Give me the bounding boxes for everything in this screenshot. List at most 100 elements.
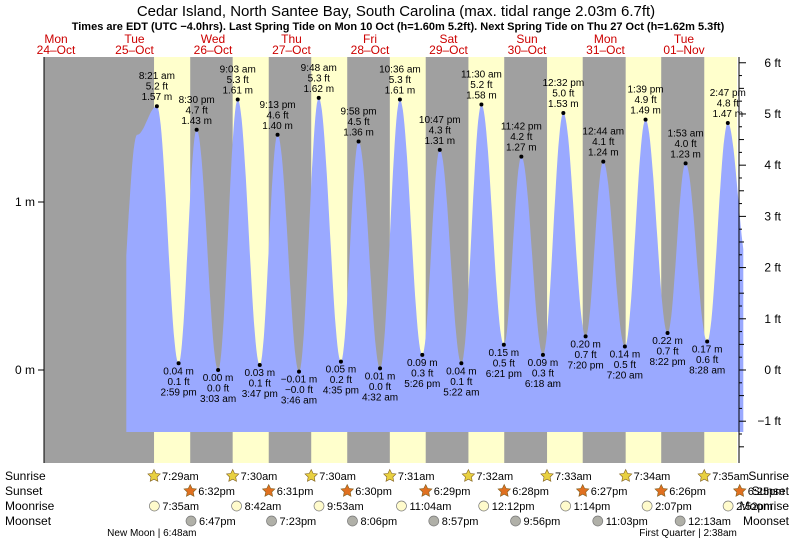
low-tide-marker xyxy=(378,366,383,371)
right-axis-tick-label: 4 ft xyxy=(764,158,781,172)
sunset-icon xyxy=(261,483,276,497)
day-date-label: 26–Oct xyxy=(194,43,233,57)
high-tide-feet: 5.3 ft xyxy=(389,75,411,86)
moonset-icon xyxy=(266,515,277,527)
moonrise-time: 9:53am xyxy=(327,501,364,513)
row-label-right: Sunrise xyxy=(748,469,789,483)
moonset-time: 11:03pm xyxy=(606,516,648,528)
low-tide-time: 6:21 pm xyxy=(486,369,522,380)
right-axis-tick-label: 0 ft xyxy=(764,363,781,377)
low-tide-marker xyxy=(297,369,302,374)
low-tide-feet: 0.3 ft xyxy=(532,368,554,379)
left-axis-tick-label: 0 m xyxy=(15,363,35,377)
high-tide-marker xyxy=(275,132,280,137)
moonrise-time: 2:07pm xyxy=(655,501,692,513)
high-tide-metres: 1.58 m xyxy=(466,91,497,102)
high-tide-time: 9:03 am xyxy=(220,65,256,76)
row-label-left: Moonrise xyxy=(5,499,55,513)
low-tide-metres: −0.01 m xyxy=(281,375,317,386)
right-axis-tick-label: 2 ft xyxy=(764,261,781,275)
high-tide-feet: 5.2 ft xyxy=(470,80,492,91)
high-tide-feet: 4.8 ft xyxy=(717,99,739,110)
sunrise-time: 7:30am xyxy=(319,471,356,483)
right-axis-tick-label: 5 ft xyxy=(764,107,781,121)
low-tide-feet: 0.1 ft xyxy=(167,377,189,388)
moonrise-time: 8:42am xyxy=(245,501,282,513)
low-tide-feet: −0.0 ft xyxy=(285,385,313,396)
high-tide-time: 12:32 pm xyxy=(542,78,584,89)
sunrise-time: 7:30am xyxy=(241,471,278,483)
low-tide-feet: 0.5 ft xyxy=(614,360,636,371)
sunset-time: 6:27pm xyxy=(591,486,628,498)
sunset-icon xyxy=(575,483,590,497)
moon-phase-label: First Quarter | 2:38am xyxy=(639,528,737,539)
low-tide-time: 7:20 pm xyxy=(568,360,604,371)
sunrise-time: 7:35am xyxy=(712,471,749,483)
day-date-label: 30–Oct xyxy=(508,43,547,57)
moonset-icon xyxy=(185,515,197,527)
day-date-label: 25–Oct xyxy=(115,43,154,57)
moonset-icon xyxy=(674,515,686,527)
high-tide-feet: 4.7 ft xyxy=(186,105,208,116)
high-tide-metres: 1.53 m xyxy=(548,99,579,110)
high-tide-time: 9:48 am xyxy=(301,63,337,74)
high-tide-time: 10:36 am xyxy=(379,65,421,76)
low-tide-metres: 0.09 m xyxy=(407,358,438,369)
low-tide-feet: 0.7 ft xyxy=(656,347,678,358)
tide-curve-layer xyxy=(126,97,744,433)
day-weekday-label: Wed xyxy=(201,32,225,46)
high-tide-marker xyxy=(561,110,566,115)
moonrise-time: 11:04am xyxy=(409,501,451,513)
high-tide-time: 11:30 am xyxy=(461,70,502,81)
low-tide-time: 3:47 pm xyxy=(242,389,278,400)
high-tide-metres: 1.36 m xyxy=(343,128,374,139)
sunrise-icon xyxy=(304,468,319,482)
high-tide-time: 12:44 am xyxy=(582,127,624,138)
high-tide-feet: 5.0 ft xyxy=(552,88,574,99)
low-tide-time: 3:46 am xyxy=(281,396,317,407)
tide-curve xyxy=(126,97,744,433)
sunset-icon xyxy=(340,483,355,497)
right-axis-tick-label: 1 ft xyxy=(764,312,781,326)
high-tide-marker xyxy=(154,104,159,109)
day-date-label: 28–Oct xyxy=(351,43,390,57)
moonrise-time: 7:35am xyxy=(162,501,199,513)
low-tide-metres: 0.09 m xyxy=(528,358,559,369)
day-weekday-label: Fri xyxy=(363,32,377,46)
high-tide-marker xyxy=(356,139,361,144)
day-date-label: 29–Oct xyxy=(429,43,468,57)
low-tide-feet: 0.1 ft xyxy=(450,377,472,388)
day-weekday-label: Thu xyxy=(281,32,302,46)
low-tide-marker xyxy=(501,342,506,347)
high-tide-metres: 1.31 m xyxy=(424,136,455,147)
moonset-time: 7:23pm xyxy=(280,516,317,528)
day-weekday-label: Tue xyxy=(674,32,695,46)
sunrise-time: 7:32am xyxy=(476,471,513,483)
sunset-time: 6:31pm xyxy=(277,486,314,498)
moonrise-time: 12:12pm xyxy=(492,501,535,513)
low-tide-metres: 0.20 m xyxy=(570,339,601,350)
low-tide-marker xyxy=(665,331,670,336)
low-tide-time: 8:22 pm xyxy=(649,357,685,368)
sunrise-time: 7:29am xyxy=(162,471,199,483)
high-tide-metres: 1.49 m xyxy=(630,106,661,117)
sunrise-time: 7:31am xyxy=(398,471,435,483)
sunset-time: 6:26pm xyxy=(669,486,706,498)
moonrise-icon xyxy=(313,500,325,512)
high-tide-marker xyxy=(194,127,199,132)
row-label-right: Moonrise xyxy=(740,499,790,513)
moonrise-time: 2:52pm xyxy=(736,501,773,513)
low-tide-time: 2:59 pm xyxy=(161,387,197,398)
high-tide-feet: 4.5 ft xyxy=(347,117,369,128)
high-tide-metres: 1.47 m xyxy=(713,109,744,120)
sunrise-icon xyxy=(147,468,161,482)
day-date-label: 27–Oct xyxy=(272,43,311,57)
right-axis-tick-label: −1 ft xyxy=(757,414,781,428)
low-tide-feet: 0.6 ft xyxy=(696,355,718,366)
low-tide-time: 4:35 pm xyxy=(323,386,359,397)
axes-layer: 0 m 1 m −1 ft 0 ft 1 ft 2 ft 3 ft 4 ft 5 ft 6 ft xyxy=(15,56,782,463)
low-tide-marker xyxy=(622,344,627,349)
sunset-icon xyxy=(183,483,198,497)
high-tide-metres: 1.61 m xyxy=(385,86,416,97)
